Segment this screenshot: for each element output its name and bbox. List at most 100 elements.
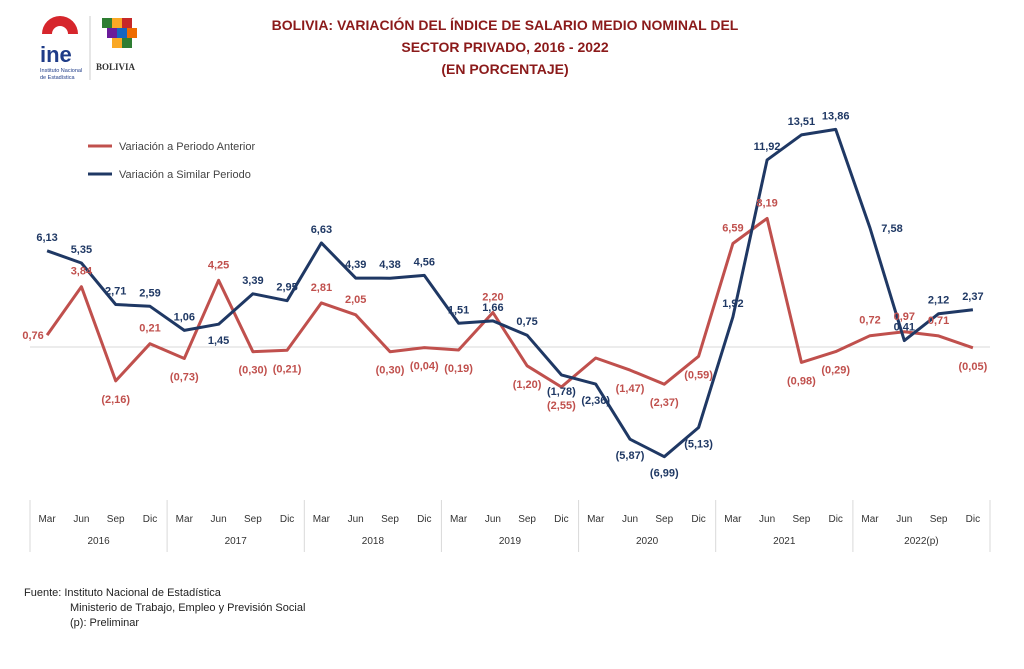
data-label: 8,19 <box>756 197 777 209</box>
x-tick-label: Sep <box>518 514 536 525</box>
data-label-layer: 0,76 3,84 (2,16) 0,21 (0,73) 4,25 (0,30) (0,21)… <box>22 110 987 479</box>
data-label: (1,20) <box>513 379 542 391</box>
data-label: (0,98) <box>787 375 816 387</box>
x-tick-label: Jun <box>896 514 912 525</box>
series-line-similar-periodo <box>46 127 974 459</box>
data-label: 2,37 <box>962 291 983 303</box>
institution-logos: ine Instituto Nacional de Estadística BO… <box>40 16 137 81</box>
x-tick-label: Mar <box>38 514 56 525</box>
data-label: 4,39 <box>345 259 366 271</box>
data-label: (5,13) <box>684 439 713 451</box>
legend-label-periodo-anterior: Variación a Periodo Anterior <box>119 141 255 153</box>
data-label: (0,30) <box>376 365 405 377</box>
x-tick-label: Dic <box>417 514 431 525</box>
data-label: 5,35 <box>71 244 92 256</box>
x-tick-label: Sep <box>244 514 262 525</box>
x-tick-label: Dic <box>143 514 157 525</box>
x-year-label: 2016 <box>87 536 110 547</box>
title-line-3: (EN PORCENTAJE) <box>441 61 569 77</box>
x-tick-label: Mar <box>313 514 331 525</box>
data-label: 0,97 <box>894 311 915 323</box>
ine-logo-text: ine <box>40 42 72 67</box>
data-label: (1,47) <box>616 383 645 395</box>
data-label: (1,78) <box>547 386 576 398</box>
source-note: Fuente: Instituto Nacional de Estadístic… <box>24 586 305 631</box>
x-tick-label: Mar <box>587 514 605 525</box>
chart-title: BOLIVIA: VARIACIÓN DEL ÍNDICE DE SALARIO… <box>200 14 810 80</box>
bolivia-logo: BOLIVIA <box>96 18 137 72</box>
data-label: 2,20 <box>482 292 503 304</box>
data-label: 0,72 <box>859 315 880 327</box>
x-axis: Mar Jun Sep Dic 2016 Mar Jun Sep Dic 2017 Mar Jun Se… <box>29 500 991 552</box>
data-label: 1,06 <box>174 311 195 323</box>
line-chart: Variación a Periodo Anterior Variación a… <box>22 110 991 552</box>
data-label: (5,87) <box>616 450 645 462</box>
series-line-periodo-anterior <box>45 216 974 389</box>
data-label: 6,13 <box>36 232 57 244</box>
ine-logo: ine Instituto Nacional de Estadística <box>40 16 82 81</box>
data-label: (6,99) <box>650 468 679 480</box>
data-label: 1,45 <box>208 335 229 347</box>
x-tick-label: Mar <box>724 514 742 525</box>
data-label: 2,05 <box>345 294 366 306</box>
data-label: (0,29) <box>821 365 850 377</box>
x-year-label: 2021 <box>773 536 796 547</box>
data-label: 0,41 <box>894 322 915 334</box>
data-label: (0,21) <box>273 363 302 375</box>
legend-label-similar-periodo: Variación a Similar Periodo <box>119 169 251 181</box>
data-label: (0,05) <box>959 361 988 373</box>
x-year-label: 2022(p) <box>904 536 938 547</box>
x-tick-label: Mar <box>861 514 879 525</box>
data-label: 1,92 <box>722 298 743 310</box>
bolivia-logo-text: BOLIVIA <box>96 62 136 72</box>
x-tick-label: Jun <box>73 514 89 525</box>
title-line-1: BOLIVIA: VARIACIÓN DEL ÍNDICE DE SALARIO… <box>271 17 739 33</box>
data-label: (2,36) <box>581 395 610 407</box>
data-label: (2,37) <box>650 397 679 409</box>
data-label: 2,95 <box>276 282 297 294</box>
x-tick-label: Mar <box>176 514 194 525</box>
data-label: 6,59 <box>722 223 743 235</box>
x-tick-label: Dic <box>966 514 980 525</box>
x-year-label: 2019 <box>499 536 522 547</box>
data-label: 4,25 <box>208 259 229 271</box>
data-label: 0,76 <box>22 330 43 342</box>
source-line-2: Ministerio de Trabajo, Empleo y Previsió… <box>70 602 306 614</box>
ine-caption-1: Instituto Nacional <box>40 68 82 74</box>
data-label: 11,92 <box>754 141 781 153</box>
data-label: 0,21 <box>139 323 160 335</box>
x-tick-label: Sep <box>381 514 399 525</box>
x-tick-label: Dic <box>691 514 705 525</box>
data-label: 0,75 <box>516 316 537 328</box>
x-tick-label: Sep <box>655 514 673 525</box>
x-tick-label: Jun <box>622 514 638 525</box>
data-label: (0,59) <box>684 369 713 381</box>
x-tick-label: Dic <box>554 514 568 525</box>
data-label: 3,39 <box>242 275 263 287</box>
source-line-3: (p): Preliminar <box>70 617 140 629</box>
x-tick-label: Sep <box>107 514 125 525</box>
data-label: (0,30) <box>239 365 268 377</box>
data-label: 6,63 <box>311 224 332 236</box>
x-year-label: 2018 <box>362 536 385 547</box>
data-label: (0,19) <box>444 363 473 375</box>
x-tick-label: Mar <box>450 514 468 525</box>
series-layer <box>45 127 974 459</box>
x-tick-label: Jun <box>211 514 227 525</box>
x-tick-label: Sep <box>793 514 811 525</box>
data-label: 0,71 <box>928 315 949 327</box>
x-tick-label: Jun <box>348 514 364 525</box>
data-label: 1,51 <box>448 304 469 316</box>
x-tick-label: Dic <box>828 514 842 525</box>
x-year-label: 2020 <box>636 536 659 547</box>
data-label: 1,66 <box>482 302 503 314</box>
x-tick-label: Dic <box>280 514 294 525</box>
x-tick-label: Jun <box>485 514 501 525</box>
source-line-1: Fuente: Instituto Nacional de Estadístic… <box>24 587 221 599</box>
data-label: 4,38 <box>379 259 400 271</box>
data-label: 3,84 <box>71 266 93 278</box>
chart-legend: Variación a Periodo Anterior Variación a… <box>88 141 255 181</box>
title-line-2: SECTOR PRIVADO, 2016 - 2022 <box>401 39 609 55</box>
ine-caption-2: de Estadística <box>40 75 75 81</box>
data-label: (2,55) <box>547 400 576 412</box>
